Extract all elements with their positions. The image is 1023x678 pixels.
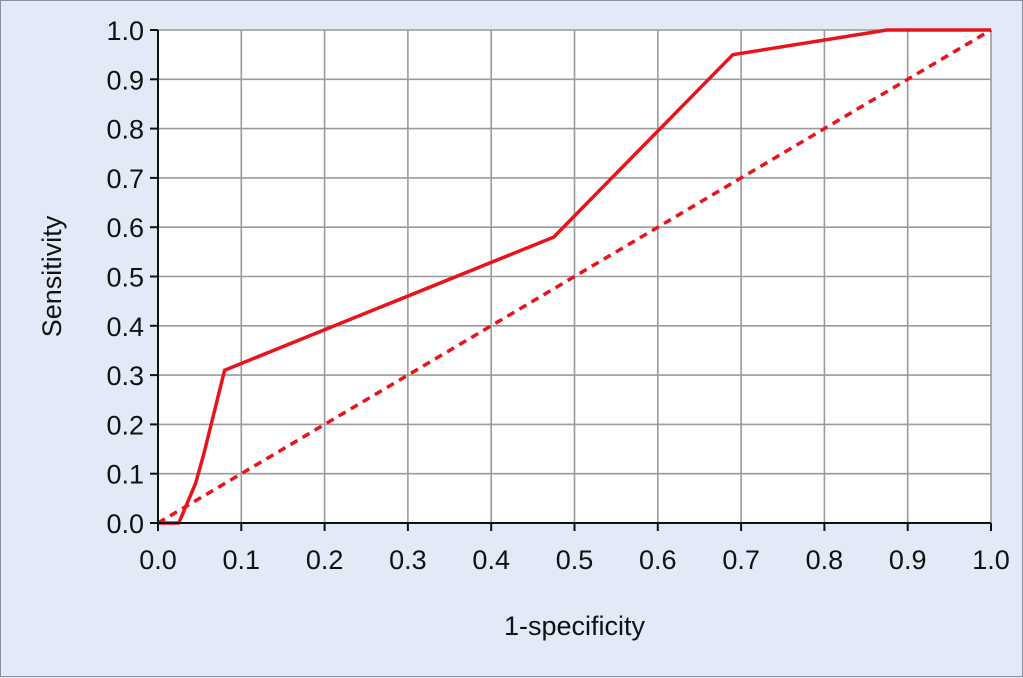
y-tick-label: 0.3 <box>106 361 144 391</box>
y-tick-label: 0.7 <box>106 164 144 194</box>
y-tick-label: 0.9 <box>106 65 144 95</box>
roc-curve-line <box>158 28 991 525</box>
x-tick-label: 0.9 <box>889 545 927 575</box>
series-layer <box>157 28 992 525</box>
x-tick-label: 1.0 <box>972 545 1010 575</box>
x-tick-label: 0.6 <box>639 545 677 575</box>
x-tick-label: 0.7 <box>722 545 760 575</box>
y-tick-label: 0.0 <box>106 509 144 539</box>
x-axis-title: 1-specificity <box>504 611 646 641</box>
axes: 0.0 0.1 0.2 0.3 0.4 0.5 0.6 0.7 0.8 0.9 1.0 0.0 0.1 0… <box>106 16 1009 575</box>
x-tick-label: 0.5 <box>556 545 594 575</box>
y-tick-label: 0.4 <box>106 312 144 342</box>
x-tick-label: 0.3 <box>389 545 427 575</box>
y-tick-label: 0.5 <box>106 263 144 293</box>
y-tick-label: 1.0 <box>106 16 144 46</box>
x-tick-label: 0.0 <box>139 545 177 575</box>
x-tick-label: 0.1 <box>223 545 261 575</box>
y-tick-label: 0.8 <box>106 115 144 145</box>
grid <box>157 29 992 524</box>
x-tick-label: 0.8 <box>806 545 844 575</box>
x-tick-label: 0.4 <box>472 545 510 575</box>
x-tick-label: 0.2 <box>306 545 344 575</box>
y-tick-label: 0.6 <box>106 213 144 243</box>
y-axis-title: Sensitivity <box>37 215 67 337</box>
reference-diagonal-line <box>157 28 992 525</box>
y-tick-label: 0.2 <box>106 410 144 440</box>
y-tick-label: 0.1 <box>106 460 144 490</box>
